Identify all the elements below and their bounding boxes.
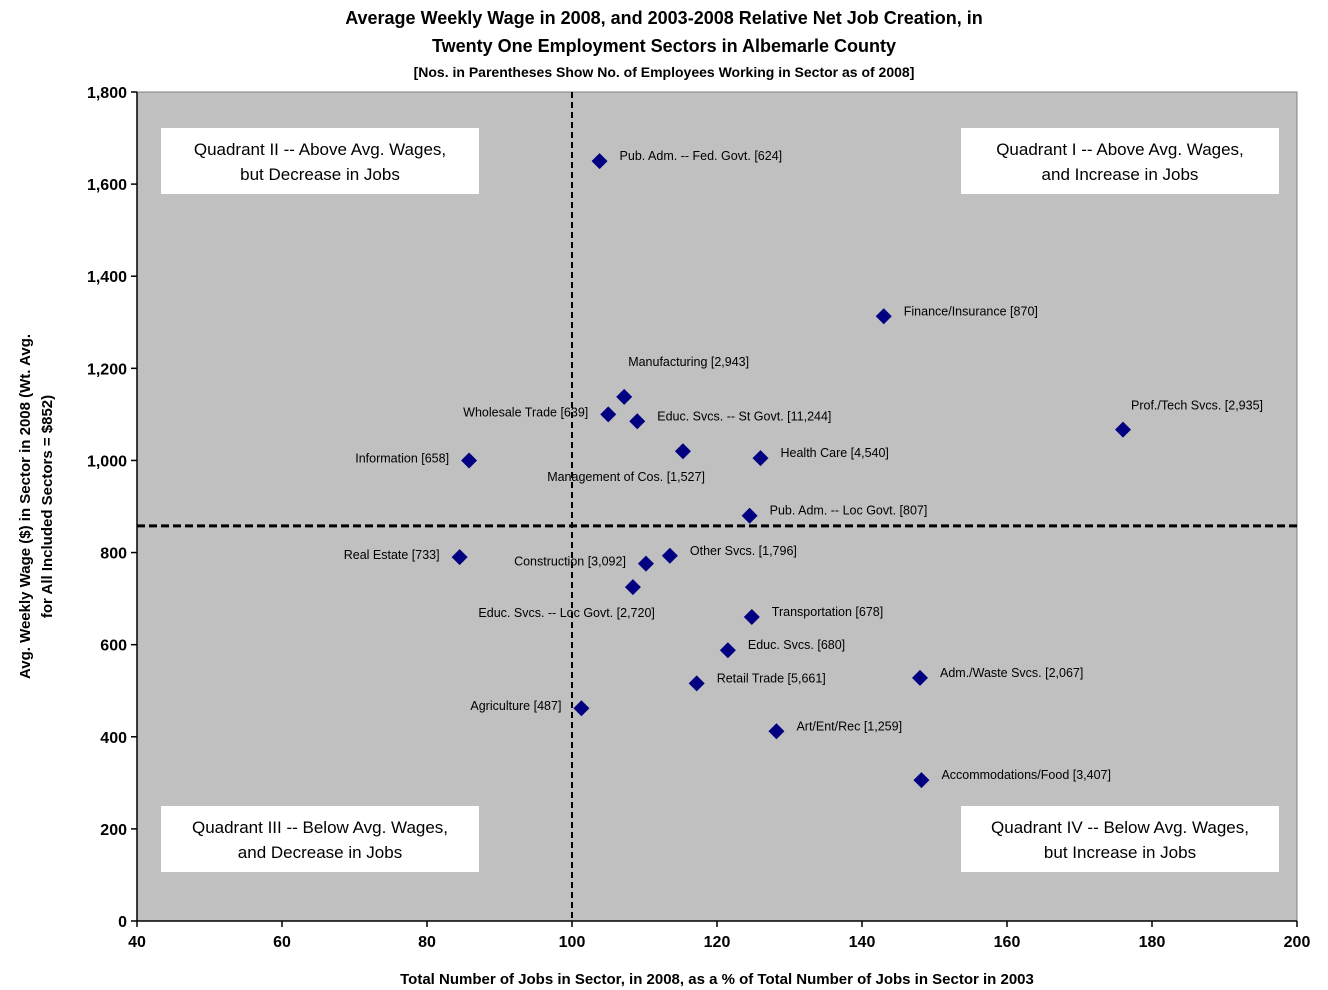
quadrant-label-line2: but Increase in Jobs: [1044, 843, 1196, 862]
data-point: [591, 153, 608, 170]
data-point: [674, 443, 691, 460]
y-tick-label: 0: [118, 914, 127, 931]
x-tick-label: 60: [273, 934, 291, 951]
data-point: [624, 579, 641, 596]
data-point: [743, 609, 760, 626]
chart-title: Average Weekly Wage in 2008, and 2003-20…: [345, 8, 983, 28]
y-tick-label: 600: [100, 638, 127, 655]
y-axis-label-line2: for All Included Sectors = $852): [39, 395, 56, 618]
y-axis-label-line1: Avg. Weekly Wage ($) in Sector in 2008 (…: [17, 334, 34, 679]
data-point: [573, 700, 590, 717]
data-label: Adm./Waste Svcs. [2,067]: [940, 666, 1083, 680]
data-label: Prof./Tech Svcs. [2,935]: [1131, 399, 1263, 413]
data-point: [741, 507, 758, 524]
quadrant-box-bg: [961, 806, 1279, 872]
data-point: [600, 406, 617, 423]
data-point: [629, 413, 646, 430]
quadrant-boxes: Quadrant II -- Above Avg. Wages, but Decr…: [161, 128, 1279, 872]
x-axis-label: Total Number of Jobs in Sector, in 2008,…: [400, 971, 1034, 988]
quadrant-box-q4: Quadrant IV -- Below Avg. Wages, but Incr…: [961, 806, 1279, 872]
y-tick-label: 1,800: [87, 85, 127, 102]
y-tick-label: 1,200: [87, 361, 127, 378]
data-point: [875, 308, 892, 325]
data-label: Educ. Svcs. -- St Govt. [11,244]: [657, 409, 831, 423]
x-tick-label: 80: [418, 934, 436, 951]
chart-title-line2: Twenty One Employment Sectors in Albemar…: [431, 36, 897, 56]
y-tick-label: 1,600: [87, 177, 127, 194]
quadrant-label-line1: Quadrant III -- Below Avg. Wages,: [192, 818, 448, 837]
data-label: Pub. Adm. -- Loc Govt. [807]: [770, 504, 928, 518]
data-point: [752, 450, 769, 467]
data-label: Educ. Svcs. -- Loc Govt. [2,720]: [478, 606, 654, 620]
x-tick-label: 140: [849, 934, 876, 951]
x-tick-label: 160: [994, 934, 1021, 951]
reference-lines: [137, 92, 1297, 921]
data-point: [616, 388, 633, 405]
data-label: Finance/Insurance [870]: [904, 304, 1038, 318]
quadrant-box-q1: Quadrant I -- Above Avg. Wages, and Incre…: [961, 128, 1279, 194]
data-point: [719, 642, 736, 659]
quadrant-box-bg: [161, 128, 479, 194]
quadrant-box-bg: [161, 806, 479, 872]
y-tick-label: 400: [100, 730, 127, 747]
x-tick-label: 120: [704, 934, 731, 951]
data-point: [1115, 421, 1131, 438]
data-point: [688, 675, 705, 692]
quadrant-label-line1: Quadrant IV -- Below Avg. Wages,: [991, 818, 1249, 837]
y-tick-label: 1,400: [87, 269, 127, 286]
data-label: Agriculture [487]: [470, 699, 561, 713]
quadrant-box-bg: [961, 128, 1279, 194]
data-label: Information [658]: [355, 451, 449, 465]
data-labels: Pub. Adm. -- Fed. Govt. [624] Finance/Ins…: [344, 149, 1263, 782]
data-point: [637, 555, 654, 572]
quadrant-box-q3: Quadrant III -- Below Avg. Wages, and Dec…: [161, 806, 479, 872]
data-point: [451, 549, 468, 566]
data-label: Real Estate [733]: [344, 548, 440, 562]
x-tick-label: 40: [128, 934, 146, 951]
y-tick-label: 800: [100, 546, 127, 563]
data-label: Management of Cos. [1,527]: [547, 470, 705, 484]
data-label: Educ. Svcs. [680]: [748, 638, 845, 652]
data-label: Accommodations/Food [3,407]: [941, 768, 1111, 782]
quadrant-label-line2: and Increase in Jobs: [1042, 165, 1199, 184]
data-label: Manufacturing [2,943]: [628, 355, 749, 369]
data-point: [913, 772, 930, 789]
axes: 40 60 80 100 120 140 160 180 200 0 200 400 600 800 1,0…: [87, 85, 1310, 951]
y-tick-label: 1,000: [87, 453, 127, 470]
data-points: [451, 153, 1131, 789]
data-point: [661, 547, 678, 564]
data-label: Other Svcs. [1,796]: [690, 544, 797, 558]
data-label: Transportation [678]: [772, 605, 883, 619]
data-point: [912, 669, 928, 686]
data-point: [461, 452, 478, 469]
data-label: Retail Trade [5,661]: [717, 671, 826, 685]
quadrant-label-line2: and Decrease in Jobs: [238, 843, 402, 862]
quadrant-label-line1: Quadrant II -- Above Avg. Wages,: [194, 140, 446, 159]
data-label: Health Care [4,540]: [781, 446, 889, 460]
data-label: Art/Ent/Rec [1,259]: [796, 719, 902, 733]
y-axis-label: Avg. Weekly Wage ($) in Sector in 2008 (…: [17, 334, 56, 679]
quadrant-box-q2: Quadrant II -- Above Avg. Wages, but Decr…: [161, 128, 479, 194]
data-point: [768, 723, 785, 740]
quadrant-label-line1: Quadrant I -- Above Avg. Wages,: [996, 140, 1244, 159]
x-tick-label: 200: [1284, 934, 1311, 951]
data-label: Pub. Adm. -- Fed. Govt. [624]: [620, 149, 783, 163]
x-tick-label: 180: [1139, 934, 1166, 951]
x-tick-label: 100: [559, 934, 586, 951]
data-label: Wholesale Trade [639]: [463, 405, 588, 419]
data-label: Construction [3,092]: [514, 555, 626, 569]
chart-subtitle: [Nos. in Parentheses Show No. of Employe…: [413, 64, 915, 80]
quadrant-label-line2: but Decrease in Jobs: [240, 165, 400, 184]
plot-area: [136, 91, 1298, 922]
y-tick-label: 200: [100, 822, 127, 839]
